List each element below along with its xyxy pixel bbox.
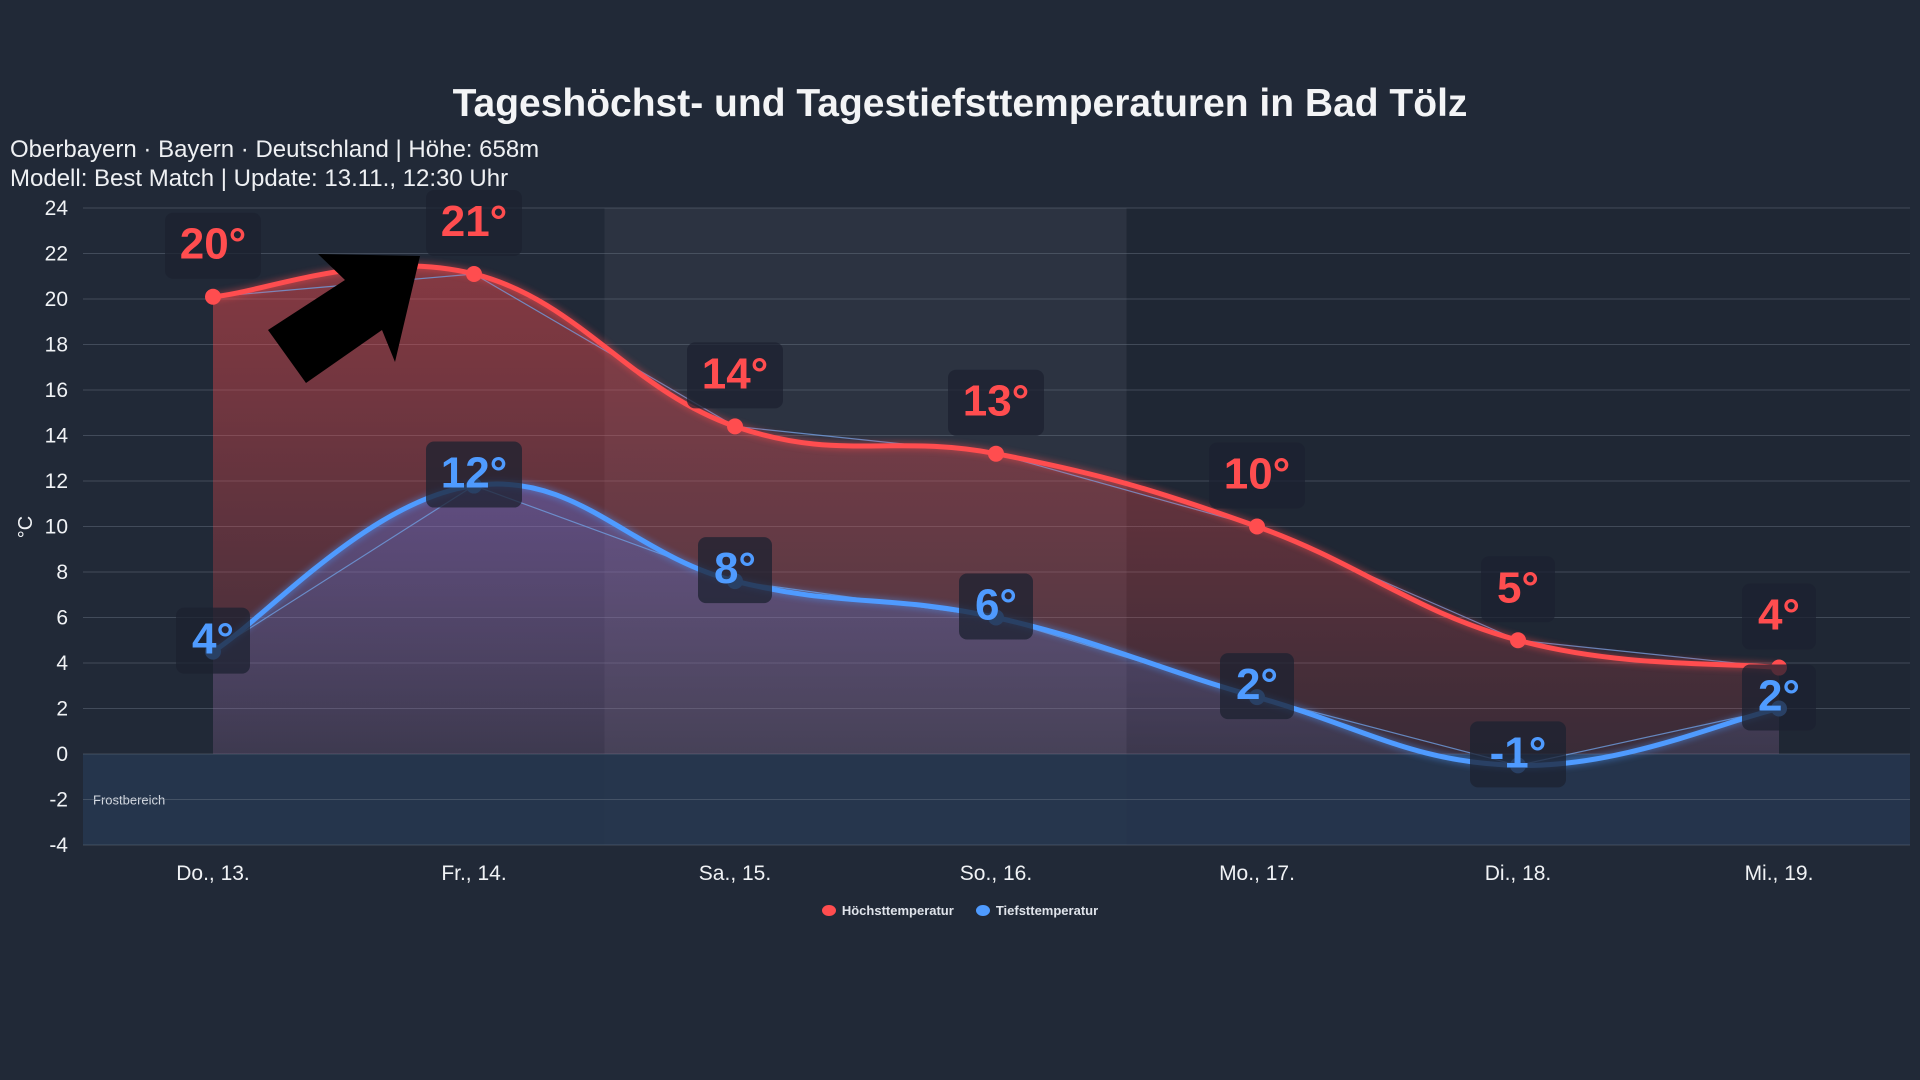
data-label: 8° xyxy=(714,544,756,593)
y-tick-label: 12 xyxy=(45,470,68,493)
y-tick-label: -4 xyxy=(49,834,68,857)
y-tick-label: 22 xyxy=(45,243,68,266)
legend-marker-min xyxy=(975,905,990,916)
x-tick-label: So., 16. xyxy=(960,862,1032,885)
x-tick-label: Sa., 15. xyxy=(699,862,771,885)
legend-label-max: Höchsttemperatur xyxy=(841,903,954,918)
data-label-bg xyxy=(698,537,772,604)
x-tick-label: Do., 13. xyxy=(176,862,250,885)
data-label: 4° xyxy=(1758,591,1800,640)
data-label-bg xyxy=(426,441,522,508)
data-label: 5° xyxy=(1497,563,1539,612)
legend-label-min: Tiefsttemperatur xyxy=(995,903,1099,918)
legend-item-max[interactable]: Höchsttemperatur xyxy=(821,903,954,918)
y-axis-label: °C xyxy=(15,516,37,538)
frost-label: Frostbereich xyxy=(93,793,165,808)
data-label-bg xyxy=(1481,556,1555,623)
data-label-bg xyxy=(1220,653,1294,720)
data-label-bg xyxy=(1742,664,1816,731)
frost-band xyxy=(83,754,1910,845)
data-label: 14° xyxy=(702,349,769,398)
y-tick-label: 24 xyxy=(45,197,69,220)
data-label-bg xyxy=(959,573,1033,640)
pointer-arrow-icon xyxy=(268,254,420,383)
x-tick-label: Mo., 17. xyxy=(1219,862,1295,885)
data-label-bg xyxy=(948,369,1044,436)
data-point xyxy=(466,265,482,282)
data-label: 12° xyxy=(441,449,508,498)
data-label-bg xyxy=(165,212,261,279)
data-label: 20° xyxy=(180,220,247,269)
data-point xyxy=(205,288,221,305)
y-tick-label: 8 xyxy=(56,561,68,584)
legend: Höchsttemperatur Tiefsttemperatur xyxy=(0,903,1920,918)
y-tick-label: 10 xyxy=(45,516,68,539)
y-tick-label: 4 xyxy=(56,652,68,675)
data-label-bg xyxy=(426,189,522,256)
y-tick-label: -2 xyxy=(49,789,68,812)
data-label: 6° xyxy=(975,581,1017,630)
data-label: 13° xyxy=(963,377,1030,426)
data-label: 10° xyxy=(1224,450,1291,499)
y-tick-label: 0 xyxy=(56,743,68,766)
data-label-bg xyxy=(1209,442,1305,509)
x-tick-label: Fr., 14. xyxy=(441,862,506,885)
data-label: 2° xyxy=(1758,672,1800,721)
data-point xyxy=(1510,632,1526,649)
y-tick-label: 20 xyxy=(45,288,68,311)
legend-item-min[interactable]: Tiefsttemperatur xyxy=(975,903,1099,918)
y-tick-label: 14 xyxy=(45,425,69,448)
y-tick-label: 18 xyxy=(45,334,68,357)
legend-marker-max xyxy=(821,905,836,916)
data-label: 2° xyxy=(1236,660,1278,709)
data-label-bg xyxy=(1742,583,1816,650)
y-tick-label: 6 xyxy=(56,607,68,630)
data-point xyxy=(988,445,1004,462)
data-point xyxy=(1249,518,1265,535)
data-label: 4° xyxy=(192,615,234,664)
data-label-bg xyxy=(1470,721,1566,788)
y-tick-label: 2 xyxy=(56,698,68,721)
data-label-bg xyxy=(176,607,250,674)
model-subtitle: Modell: Best Match | Update: 13.11., 12:… xyxy=(10,165,509,192)
data-label: 21° xyxy=(441,197,508,246)
chart-title: Tageshöchst- und Tagestiefsttemperaturen… xyxy=(452,82,1468,125)
data-label: -1° xyxy=(1490,728,1547,777)
location-subtitle: Oberbayern · Bayern · Deutschland | Höhe… xyxy=(10,136,540,163)
data-label-bg xyxy=(687,342,783,409)
y-tick-label: 16 xyxy=(45,379,68,402)
x-tick-label: Di., 18. xyxy=(1485,862,1552,885)
data-point xyxy=(727,418,743,435)
x-tick-label: Mi., 19. xyxy=(1745,862,1814,885)
